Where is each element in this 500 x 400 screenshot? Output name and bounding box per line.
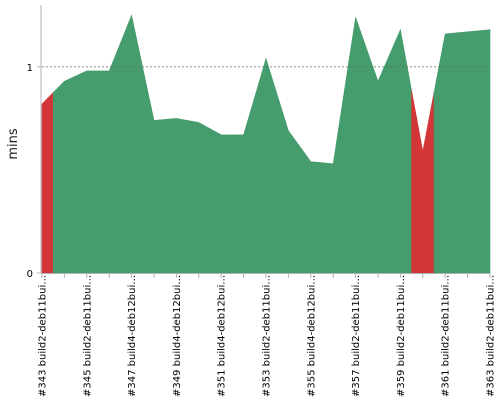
build-343-area: [41, 91, 54, 274]
build-357-area: [344, 17, 368, 274]
build-356-area: [321, 90, 345, 274]
chart-area-layer: [41, 14, 491, 274]
build-359-area: [388, 28, 412, 274]
build-358-area: [366, 49, 390, 274]
build-361-area: [433, 32, 457, 274]
x-tick-label-8: #351 build4-deb12bui…: [217, 275, 228, 397]
y-axis-label: mins: [6, 128, 21, 160]
build-363-area: [478, 29, 491, 274]
x-tick-label-6: #349 build4-deb12bui…: [172, 275, 183, 397]
x-tick-label-12: #355 build4-deb12bui…: [306, 275, 317, 397]
x-tick-label-4: #347 build4-deb12bui…: [127, 275, 138, 397]
x-tick-label-14: #357 build2-deb11bui…: [351, 275, 362, 397]
build-353-area: [254, 57, 278, 274]
x-tick-label-2: #345 build2-deb11bui…: [82, 275, 93, 397]
build-355-area: [299, 145, 323, 274]
x-tick-label-16: #359 build2-deb11bui…: [396, 275, 407, 397]
x-tick-label-20: #363 build2-deb11bui…: [486, 275, 497, 397]
build-346-area: [97, 43, 121, 274]
x-tick-label-18: #361 build2-deb11bui…: [441, 275, 452, 397]
build-351-area: [209, 128, 233, 274]
y-axis-ticks: 01: [27, 63, 41, 280]
build-349-area: [164, 118, 188, 274]
build-347-area: [120, 14, 144, 274]
y-tick-label-0: 0: [27, 269, 33, 280]
x-tick-label-0: #343 build2-deb11bui…: [38, 275, 49, 397]
build-348-area: [142, 67, 166, 274]
y-tick-label-1: 1: [27, 63, 33, 74]
build-352-area: [232, 96, 256, 274]
build-360-area: [411, 90, 435, 274]
build-344-area: [52, 75, 76, 274]
build-354-area: [276, 94, 300, 274]
x-axis-ticks: #343 build2-deb11bui… #345 build2-deb11bu…: [38, 273, 497, 397]
build-350-area: [187, 120, 211, 274]
build-345-area: [75, 70, 99, 274]
x-tick-label-10: #353 build2-deb11bui…: [262, 275, 273, 397]
